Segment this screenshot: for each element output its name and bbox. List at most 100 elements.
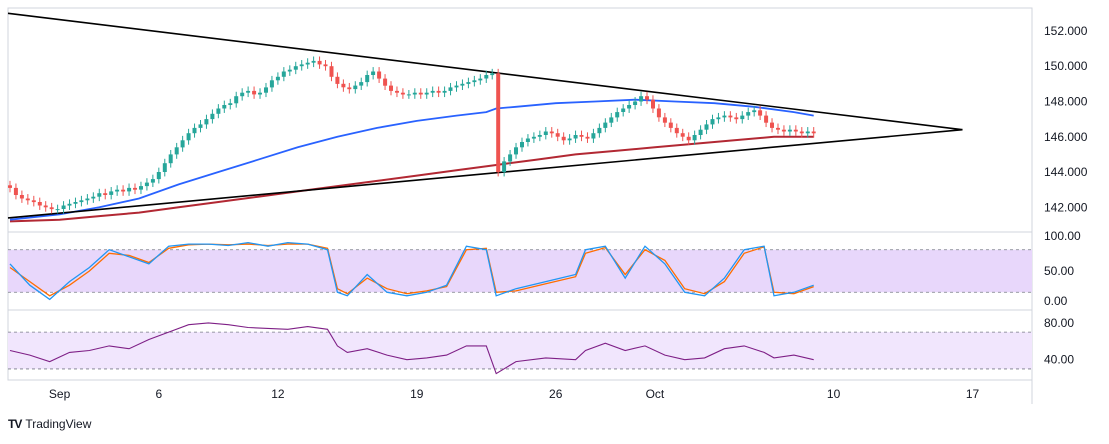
candle-body — [198, 124, 203, 128]
candle-body — [668, 122, 673, 128]
candle-body — [329, 66, 334, 77]
candle-body — [627, 105, 632, 109]
rsi-level-label: 40.00 — [1044, 353, 1074, 367]
time-tick-label: Sep — [49, 387, 71, 401]
candle-body — [91, 196, 96, 199]
candle-body — [609, 117, 614, 123]
candle-body — [734, 117, 739, 120]
rsi-band-fill — [8, 332, 1032, 369]
candle-body — [490, 73, 495, 76]
candle-body — [514, 147, 518, 155]
candle-body — [222, 105, 227, 109]
time-tick-label: 12 — [271, 387, 285, 401]
candle-body — [406, 94, 411, 96]
candle-body — [359, 82, 364, 86]
candle-body — [186, 133, 191, 141]
triangle-upper-trendline — [7, 12, 963, 131]
price-tick-label: 152.000 — [1044, 24, 1088, 38]
candle-body — [651, 99, 655, 109]
candle-body — [400, 92, 405, 95]
candle-body — [454, 85, 459, 88]
candle-body — [240, 92, 245, 97]
candle-body — [210, 113, 215, 120]
candle-body — [412, 92, 417, 95]
triangle-lower-trendline — [7, 128, 963, 219]
stochastic-d-line — [9, 243, 814, 297]
candle-body — [144, 182, 149, 187]
candle-body — [520, 142, 524, 148]
candle-body — [418, 92, 423, 95]
stochastic-pane — [9, 241, 814, 301]
candle-body — [591, 133, 596, 139]
candle-body — [662, 117, 667, 123]
candle-body — [37, 202, 42, 206]
candle-body — [234, 96, 239, 104]
candle-body — [156, 172, 161, 180]
tradingview-watermark[interactable]: TV TradingView — [8, 417, 91, 431]
candle-body — [746, 112, 751, 116]
candle-body — [121, 189, 126, 192]
candle-body — [752, 110, 757, 113]
candle-body — [799, 131, 804, 134]
price-tick-label: 148.000 — [1044, 95, 1088, 109]
tradingview-logo-icon: TV — [8, 417, 22, 431]
price-tick-label: 144.000 — [1044, 165, 1088, 179]
candle-body — [25, 198, 30, 201]
candle-body — [192, 127, 197, 134]
candle-body — [758, 110, 763, 116]
candle-body — [353, 85, 358, 90]
candle-body — [764, 115, 769, 123]
candle-body — [686, 136, 691, 141]
candle-body — [323, 64, 328, 67]
candle-body — [585, 136, 590, 139]
candle-body — [228, 103, 233, 105]
candle-body — [728, 115, 733, 118]
candle-body — [811, 131, 816, 134]
candle-body — [377, 71, 382, 79]
candle-body — [31, 200, 36, 203]
candle-body — [442, 90, 447, 93]
candle-body — [543, 131, 548, 135]
candle-body — [549, 131, 554, 134]
candle-body — [472, 80, 477, 83]
candle-body — [61, 205, 66, 209]
candle-body — [311, 60, 316, 63]
stochastic-level-label: 100.00 — [1044, 229, 1081, 243]
candle-body — [776, 127, 780, 130]
candle-body — [698, 129, 703, 135]
price-pane — [7, 12, 963, 223]
candle-body — [692, 135, 697, 141]
candle-body — [597, 127, 602, 134]
candle-body — [85, 198, 90, 201]
candle-body — [269, 80, 274, 88]
candle-body — [436, 90, 441, 93]
candle-body — [704, 124, 709, 130]
candle-body — [174, 147, 179, 155]
candle-body — [805, 131, 810, 134]
candle-body — [430, 90, 435, 93]
candle-body — [531, 136, 536, 139]
candle-body — [79, 200, 84, 203]
candle-body — [621, 108, 626, 112]
candle-body — [264, 87, 268, 93]
candle-body — [281, 71, 286, 77]
candle-body — [770, 122, 774, 128]
ma-blue-line — [9, 98, 814, 221]
candle-body — [710, 119, 715, 125]
candle-body — [787, 129, 792, 132]
axes: 152.000 150.000 148.000 146.000 144.000 142.0… — [49, 24, 1088, 401]
candle-body — [13, 187, 18, 195]
candle-body — [383, 78, 388, 86]
candle-body — [287, 69, 292, 72]
candle-body — [19, 195, 24, 199]
candle-body — [395, 90, 399, 93]
time-tick-label: 26 — [549, 387, 563, 401]
candle-body — [73, 202, 78, 204]
candle-body — [162, 163, 167, 172]
candle-body — [55, 209, 60, 211]
candle-body — [299, 64, 304, 67]
candle-body — [127, 187, 132, 192]
candle-body — [502, 161, 507, 172]
candle-body — [67, 203, 72, 206]
